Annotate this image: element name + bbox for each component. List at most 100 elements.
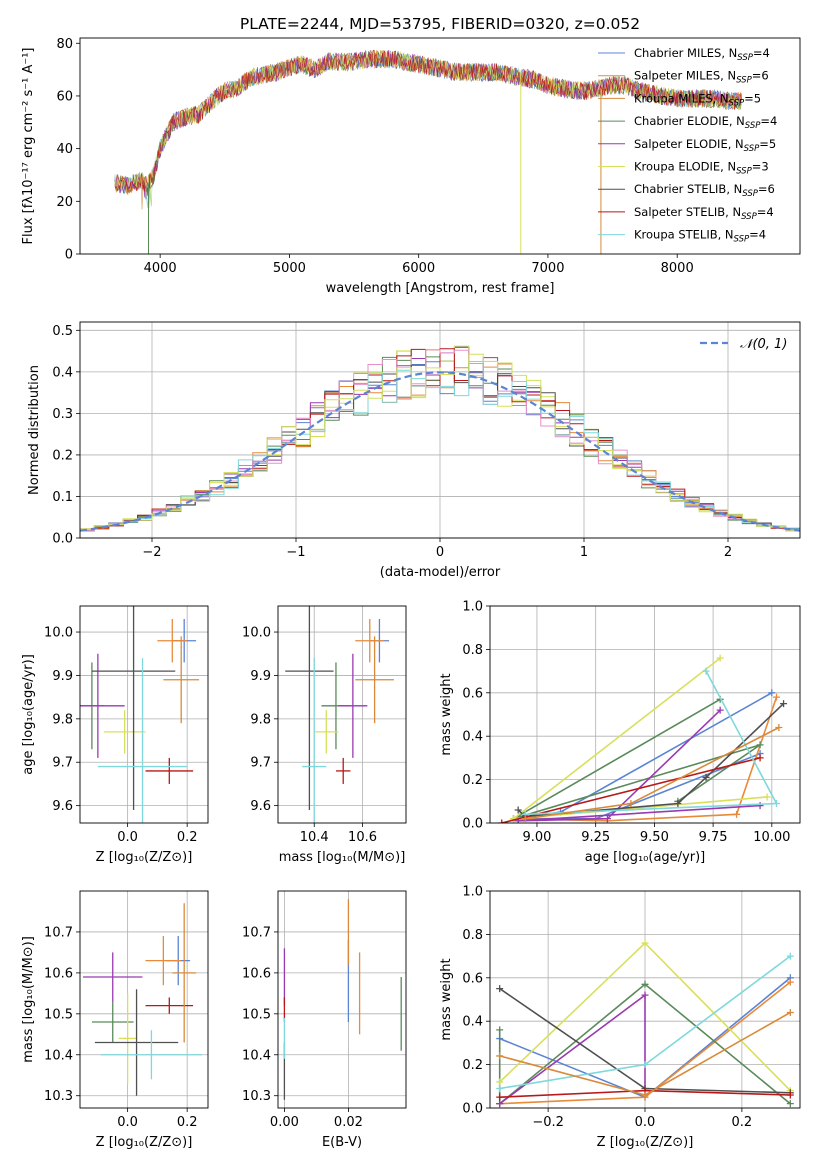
residuals-xtick-label: 2 <box>724 545 732 560</box>
mass-weight-vs-age-xlabel: age [log₁₀(age/yr)] <box>585 850 706 865</box>
legend-entry-count: =6 <box>752 69 769 83</box>
mass-weight-vs-Z-marker-5-0 <box>496 1078 504 1086</box>
mass-weight-vs-age-line-3 <box>513 698 761 820</box>
spectrum-ytick-label: 20 <box>56 195 73 210</box>
spectrum-series-4 <box>114 50 742 198</box>
mass-vs-ebv-xtick-label: 0.02 <box>334 1115 363 1130</box>
residuals-ytick-label: 0.5 <box>52 324 73 339</box>
mass-weight-vs-age-marker-7-1 <box>498 819 506 823</box>
mass-vs-ebv-frame <box>277 890 407 1109</box>
age-vs-mass-ytick-label: 9.7 <box>250 756 271 771</box>
residuals-ytick-label: 0.2 <box>52 448 73 463</box>
mass-weight-vs-Z-marker-3-3 <box>786 1100 794 1108</box>
residuals-xtick-label: −2 <box>142 545 161 560</box>
mass-weight-vs-age-marker-2-2 <box>521 815 529 823</box>
mass-vs-Z-ytick-label: 10.7 <box>44 925 73 940</box>
mass-vs-ebv-ytick-label: 10.4 <box>242 1048 271 1063</box>
mass-weight-vs-Z-marker-6-0 <box>496 985 504 993</box>
mass-vs-ebv-xtick-label: 0.00 <box>270 1115 299 1130</box>
residuals-frame <box>79 321 801 539</box>
mass-weight-vs-Z-marker-3-0 <box>496 1026 504 1034</box>
mass-weight-vs-age-marker-4-3 <box>756 802 764 810</box>
age-vs-Z-ytick-label: 9.9 <box>52 669 73 684</box>
age-vs-Z-plot-area <box>80 606 200 823</box>
legend-entry-1: Salpeter MILES, NSSP=6 <box>634 69 769 86</box>
spectrum-xtick-label: 8000 <box>661 261 694 276</box>
mass-vs-ebv-ytick-label: 10.3 <box>242 1089 271 1104</box>
age-vs-mass-xtick-label: 10.4 <box>300 830 329 845</box>
legend-entry-count: =3 <box>752 160 769 174</box>
mass-vs-ebv-xlabel: E(B-V) <box>322 1135 362 1150</box>
legend-entry-name: Chabrier STELIB, N <box>634 182 742 196</box>
age-vs-mass-ytick-label: 9.8 <box>250 712 271 727</box>
mass-weight-vs-age-line-4 <box>518 709 761 822</box>
mass-vs-Z-ytick-label: 10.5 <box>44 1007 73 1022</box>
mass-weight-vs-Z-frame <box>489 890 801 1109</box>
legend-entry-name: Salpeter STELIB, N <box>634 205 741 219</box>
residuals-xtick-label: −1 <box>286 545 305 560</box>
spectrum-series-7 <box>114 49 742 193</box>
mass-weight-vs-Z-xlabel: Z [log₁₀(Z/Z⊙)] <box>597 1135 694 1150</box>
mass-vs-ebv-panel: 0.00 0.02 10.3 10.4 10.5 10.6 10.7 E(B-V) <box>242 890 407 1150</box>
legend-entry-5: Kroupa ELODIE, NSSP=3 <box>634 160 769 177</box>
mass-weight-vs-Z-marker-1-2 <box>786 978 794 986</box>
spectrum-xtick-label: 7000 <box>531 261 564 276</box>
mass-weight-vs-age-marker-1-1 <box>733 810 741 818</box>
legend-entry-4: Salpeter ELODIE, NSSP=5 <box>634 137 776 154</box>
legend-entry-3: Chabrier ELODIE, NSSP=4 <box>634 114 777 131</box>
spectrum-ylabel: Flux [fλ10⁻¹⁷ erg cm⁻² s⁻¹ A⁻¹] <box>21 48 36 245</box>
mass-weight-vs-Z-marker-7-0 <box>496 1093 504 1101</box>
spectrum-xtick-label: 6000 <box>402 261 435 276</box>
mass-weight-vs-age-marker-6-4 <box>780 700 788 708</box>
legend-entry-count: =4 <box>753 46 770 60</box>
mass-weight-vs-Z-marker-2-0 <box>496 1052 504 1060</box>
mass-vs-Z-panel: 0.0 0.2 10.3 10.4 10.5 10.6 10.7 Z [log₁₀(Z/Z⊙)… <box>21 890 209 1150</box>
mass-weight-vs-Z-ytick-label: 0.2 <box>462 1058 483 1073</box>
age-vs-Z-ytick-label: 9.8 <box>52 712 73 727</box>
age-vs-Z-xtick-label: 0.0 <box>117 830 138 845</box>
mass-weight-vs-age-ytick-label: 0.2 <box>462 773 483 788</box>
mass-weight-vs-age-marker-3-2 <box>756 741 764 749</box>
mass-vs-Z-ytick-label: 10.4 <box>44 1048 73 1063</box>
age-vs-mass-ytick-label: 9.6 <box>250 799 271 814</box>
mass-vs-Z-xlabel: Z [log₁₀(Z/Z⊙)] <box>96 1135 193 1150</box>
legend-entry-name: Chabrier MILES, N <box>634 46 737 60</box>
residual-histogram-6 <box>80 348 800 532</box>
residuals-xtick-label: 1 <box>580 545 588 560</box>
mass-weight-vs-Z-marker-7-2 <box>786 1091 794 1099</box>
residuals-panel: −2 −1 0 1 2 0.0 0.1 0.2 0.3 0.4 0.5 (data-model)/er… <box>27 321 801 580</box>
mass-weight-vs-age-marker-6-0 <box>514 806 522 814</box>
legend-entry-2: Kroupa MILES, NSSP=5 <box>634 91 761 108</box>
spectrum-panel: 4000 5000 6000 7000 8000 0 20 40 60 80 wavelength … <box>21 37 801 296</box>
spectrum-ytick-label: 0 <box>65 248 73 263</box>
mass-vs-Z-xtick-label: 0.2 <box>177 1115 198 1130</box>
mass-weight-vs-Z-marker-8-2 <box>786 952 794 960</box>
legend-entry-8: Kroupa STELIB, NSSP=4 <box>634 228 766 245</box>
mass-weight-vs-age-xtick-label: 9.25 <box>581 830 610 845</box>
mass-vs-Z-xtick-label: 0.0 <box>117 1115 138 1130</box>
mass-weight-vs-age-marker-8-1 <box>773 799 781 807</box>
legend-entry-6: Chabrier STELIB, NSSP=6 <box>634 182 775 199</box>
mass-vs-Z-ylabel: mass [log₁₀(M/M⊙)] <box>21 936 36 1063</box>
mass-weight-vs-age-marker-1-0 <box>773 693 781 701</box>
mass-weight-vs-Z-xtick-label: 0.0 <box>635 1115 656 1130</box>
mass-weight-vs-Z-line-3 <box>498 983 791 1106</box>
age-vs-Z-ylabel: age [log₁₀(age/yr)] <box>21 654 36 775</box>
spectrum-title: PLATE=2244, MJD=53795, FIBERID=0320, z=0… <box>240 15 640 33</box>
mass-weight-vs-Z-ylabel: mass weight <box>439 958 454 1040</box>
spectrum-xlabel: wavelength [Angstrom, rest frame] <box>326 281 555 296</box>
mass-weight-vs-age-ytick-label: 0.6 <box>462 686 483 701</box>
legend-entry-name: Chabrier ELODIE, N <box>634 114 745 128</box>
gaussian-curve <box>80 371 800 532</box>
mass-weight-vs-age-marker-4-0 <box>716 706 724 714</box>
mass-weight-vs-age-marker-5-2 <box>763 793 771 801</box>
mass-weight-vs-Z-marker-4-0 <box>496 1100 504 1108</box>
mass-weight-vs-age-plot-area <box>498 654 788 823</box>
legend-entry-7: Salpeter STELIB, NSSP=4 <box>634 205 774 222</box>
mass-weight-vs-Z-marker-5-1 <box>641 939 649 947</box>
age-vs-Z-ytick-label: 9.7 <box>52 756 73 771</box>
residuals-xtick-label: 0 <box>436 545 444 560</box>
mass-weight-vs-Z-marker-4-1 <box>641 991 649 999</box>
legend-entry-name: Kroupa MILES, N <box>634 91 729 105</box>
